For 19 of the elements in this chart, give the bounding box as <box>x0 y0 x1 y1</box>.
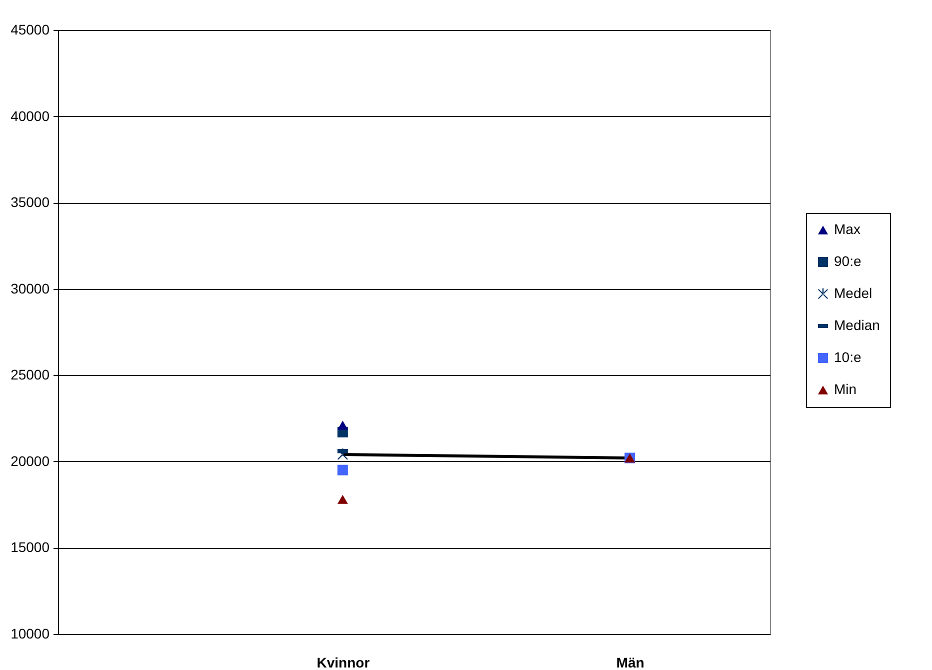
x-tick-label: Män <box>616 654 644 670</box>
y-tick-label: 30000 <box>10 280 50 296</box>
y-tick-label: 15000 <box>10 539 50 556</box>
legend-label: 90:e <box>834 253 862 269</box>
point <box>337 494 348 504</box>
y-tick-label: 35000 <box>10 194 50 210</box>
y-tick-label: 20000 <box>10 452 50 469</box>
legend-label: Medel <box>834 285 872 301</box>
x-tick-label: Kvinnor <box>316 654 370 670</box>
y-tick-label: 25000 <box>10 366 50 383</box>
point <box>337 420 348 430</box>
legend-label: Min <box>834 381 857 397</box>
legend-label: Max <box>834 221 860 237</box>
y-tick-label: 45000 <box>10 22 50 38</box>
y-tick-label: 40000 <box>10 108 50 124</box>
legend-label: 10:e <box>834 349 862 365</box>
legend-label: Median <box>834 317 880 333</box>
point <box>337 464 348 476</box>
y-tick-label: 10000 <box>10 626 50 642</box>
